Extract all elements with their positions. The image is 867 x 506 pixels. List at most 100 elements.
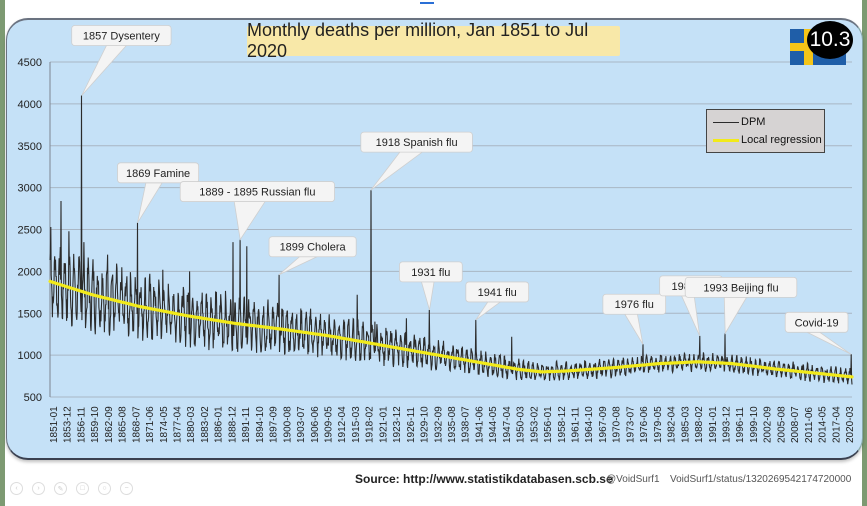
x-tick-label: 1871-06 [145, 406, 156, 443]
x-tick-label: 1953-02 [529, 406, 540, 443]
x-tick-label: 2011-06 [804, 407, 815, 443]
x-tick-label: 1888-12 [227, 406, 238, 443]
top-header-fragment [420, 0, 434, 4]
callout-pointer [723, 296, 748, 335]
x-tick-label: 1903-07 [296, 406, 307, 443]
callout-pointer [233, 201, 266, 241]
x-tick-label: 1909-05 [323, 406, 334, 443]
annotation-callout: 1993 Beijing flu [684, 276, 798, 335]
x-tick-label: 2005-08 [776, 406, 787, 443]
x-tick-label: 1993-12 [721, 406, 732, 443]
callout-pointer [681, 295, 701, 337]
callout-box [71, 25, 172, 46]
y-tick-label: 4000 [18, 99, 42, 111]
x-tick-label: 1915-03 [351, 406, 362, 443]
legend-swatch-dpm [713, 121, 739, 123]
annotation-callout: 1931 flu [399, 261, 463, 311]
x-tick-label: 1918-02 [365, 406, 376, 443]
x-tick-label: 1985-03 [680, 406, 691, 443]
x-tick-label: 1982-04 [667, 406, 678, 443]
annotation-label: 1869 Famine [126, 168, 190, 180]
chart-title: Monthly deaths per million, Jan 1851 to … [247, 20, 620, 61]
prev-icon[interactable]: ‹ [10, 482, 23, 495]
delete-icon[interactable]: □ [76, 482, 89, 495]
next-icon[interactable]: › [32, 482, 45, 495]
zoom-icon[interactable]: ○ [98, 482, 111, 495]
edit-icon[interactable]: ✎ [54, 482, 67, 495]
x-tick-label: 2008-07 [790, 406, 801, 443]
legend-swatch-regression [713, 138, 739, 142]
annotation-label: 1941 flu [478, 287, 517, 299]
annotation-callout: 1976 flu [602, 293, 667, 345]
x-tick-label: 1856-11 [76, 407, 87, 443]
x-tick-label: 1941-06 [474, 406, 485, 443]
x-tick-label: 1862-09 [104, 406, 115, 443]
callout-box [684, 276, 798, 298]
x-tick-label: 1944-05 [488, 406, 499, 443]
x-tick-label: 1853-12 [63, 406, 74, 443]
callout-pointer [475, 301, 502, 321]
x-tick-label: 1973-07 [625, 406, 636, 443]
x-tick-label: 1929-10 [420, 406, 431, 443]
annotations: 1857 Dysentery 1869 Famine 1889 - 1895 Rus… [71, 25, 852, 355]
minus-icon[interactable]: − [120, 482, 133, 495]
x-tick-label: 1859-10 [90, 406, 101, 443]
y-tick-label: 1500 [18, 308, 42, 320]
gridlines [50, 61, 852, 398]
x-tick-label: 1970-08 [612, 406, 623, 443]
x-tick-label: 1958-12 [557, 406, 568, 443]
x-tick-label: 1991-01 [708, 406, 719, 443]
annotation-callout: 1857 Dysentery [71, 25, 172, 96]
annotation-callout: 1918 Spanish flu [360, 131, 473, 191]
x-tick-label: 1938-07 [461, 406, 472, 443]
x-tick-label: 1999-10 [749, 406, 760, 443]
callout-pointer [807, 331, 852, 355]
y-tick-label: 500 [24, 392, 42, 404]
x-tick-label: 1894-10 [255, 406, 266, 443]
x-tick-label: 1891-11 [241, 407, 252, 443]
callout-box [465, 281, 530, 303]
x-tick-label: 1935-08 [447, 406, 458, 443]
annotation-label: 1993 Beijing flu [703, 282, 778, 294]
y-tick-label: 3000 [18, 183, 42, 195]
x-tick-label: 1956-01 [543, 406, 554, 443]
callout-pointer [624, 313, 644, 345]
x-tick-label: 1874-05 [159, 406, 170, 443]
x-tick-label: 1868-07 [131, 406, 142, 443]
callout-pointer [420, 281, 435, 311]
x-tick-label: 1912-04 [337, 406, 348, 443]
x-tick-label: 1976-06 [639, 406, 650, 443]
y-tick-label: 2500 [18, 225, 42, 237]
x-tick-label: 1996-11 [735, 407, 746, 443]
annotation-label: 1889 - 1895 Russian flu [199, 187, 315, 199]
x-tick-label: 1926-11 [406, 407, 417, 443]
callout-box [784, 311, 849, 333]
right-edge-strip [862, 0, 867, 506]
annotation-label: 1857 Dysentery [83, 31, 161, 43]
regression-series-line [48, 279, 854, 379]
x-tick-label: 1886-01 [214, 406, 225, 443]
callout-pointer [370, 151, 424, 191]
x-tick-label: 2002-09 [763, 406, 774, 443]
annotation-label: 1899 Cholera [280, 242, 347, 254]
callout-pointer [137, 182, 163, 224]
legend-item-regression: Local regression [713, 134, 822, 146]
y-axis-ticks: 500 1000 1500 2000 2500 3000 3500 4000 4500 [18, 57, 42, 404]
y-tick-label: 2000 [18, 266, 42, 278]
callout-pointer [81, 45, 128, 96]
y-tick-label: 3500 [18, 141, 42, 153]
author-handle: @VoidSurf1 [606, 474, 660, 485]
source-credit: Source: http://www.statistikdatabasen.sc… [355, 472, 613, 486]
annotation-callout: 1889 - 1895 Russian flu [179, 181, 335, 241]
callout-box [360, 131, 473, 153]
callout-box [602, 293, 667, 315]
legend-item-dpm: DPM [713, 116, 765, 128]
x-tick-label: 1880-03 [186, 406, 197, 443]
x-tick-label: 1906-06 [310, 406, 321, 443]
x-tick-label: 1932-09 [433, 406, 444, 443]
x-tick-label: 1865-08 [118, 406, 129, 443]
callout-pointer [278, 256, 318, 276]
x-axis-ticks: 1851-01 1853-12 1856-11 1859-10 1862-09 1865-… [49, 406, 856, 443]
slide-badge: 10.3 [785, 21, 853, 65]
